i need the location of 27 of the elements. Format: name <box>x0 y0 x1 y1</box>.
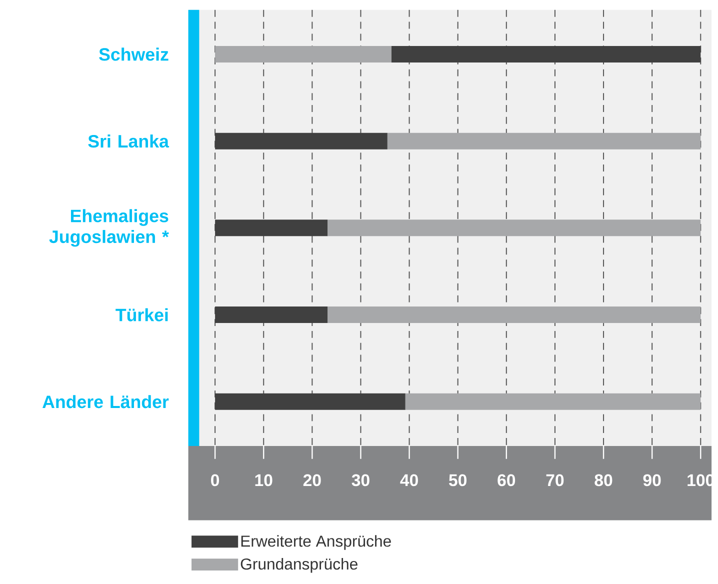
bar <box>215 306 328 324</box>
bar <box>215 220 328 236</box>
y-tick-label: Türkei <box>116 308 168 322</box>
bar <box>215 46 392 63</box>
x-tick-label: 70 <box>546 474 564 486</box>
bar <box>215 132 388 150</box>
x-tick-label: 10 <box>255 474 272 486</box>
x-tick-label: 0 <box>211 474 220 486</box>
y-tick-label: Andere Länder <box>42 395 169 408</box>
bar <box>405 394 701 410</box>
y-tick-label: Ehemaliges Jugoslawien * <box>49 209 169 247</box>
x-tick-label: 40 <box>400 474 418 486</box>
x-tick-label: 60 <box>498 474 516 486</box>
x-tick-label: 50 <box>448 474 467 486</box>
x-tick-label: 20 <box>303 474 321 486</box>
bar <box>328 306 701 324</box>
bar <box>391 46 701 63</box>
bar <box>215 394 406 410</box>
legend-label: Erweiterte Ansprüche <box>241 535 391 550</box>
bar <box>387 132 701 150</box>
y-tick-label: Schweiz <box>99 48 168 61</box>
x-tick-label: 80 <box>594 474 612 486</box>
y-tick-label: Sri Lanka <box>88 134 170 148</box>
x-tick-label: 90 <box>643 474 661 486</box>
x-tick-label: 30 <box>352 474 370 486</box>
bar <box>328 220 701 236</box>
legend-label: Grundansprüche <box>240 558 358 573</box>
